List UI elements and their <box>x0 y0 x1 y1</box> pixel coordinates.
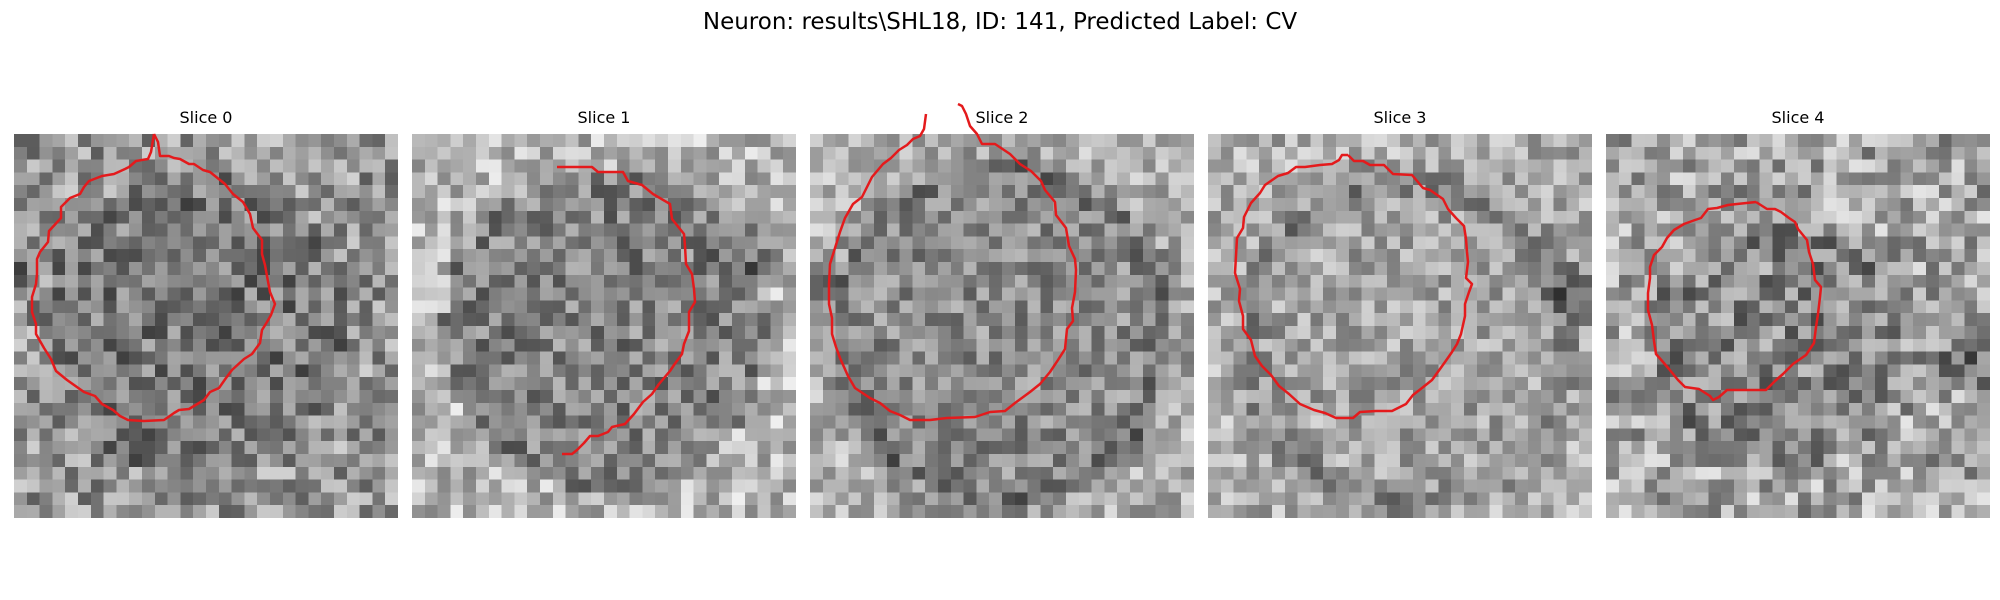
slice-contour-4 <box>1646 200 1823 402</box>
roi-contour-line <box>1646 200 1823 402</box>
roi-contour-line <box>557 165 697 456</box>
slice-contour-1 <box>557 165 697 456</box>
slice-image-3 <box>1208 134 1592 518</box>
roi-contour-line <box>1233 153 1474 420</box>
slice-title-2: Slice 2 <box>975 108 1029 127</box>
slice-image-0 <box>14 134 398 518</box>
slice-image-4 <box>1606 134 1990 518</box>
slice-image-2 <box>810 134 1194 518</box>
slice-title-1: Slice 1 <box>577 108 631 127</box>
slice-image-1 <box>412 134 796 518</box>
slice-title-4: Slice 4 <box>1771 108 1825 127</box>
slice-title-0: Slice 0 <box>179 108 233 127</box>
roi-contour-line <box>827 102 1078 422</box>
slice-contour-3 <box>1233 153 1474 420</box>
roi-contour-line <box>30 133 277 423</box>
slice-title-3: Slice 3 <box>1373 108 1427 127</box>
slice-contour-0 <box>30 133 277 423</box>
slice-contour-2 <box>827 102 1078 422</box>
figure-title: Neuron: results\SHL18, ID: 141, Predicte… <box>702 9 1298 35</box>
